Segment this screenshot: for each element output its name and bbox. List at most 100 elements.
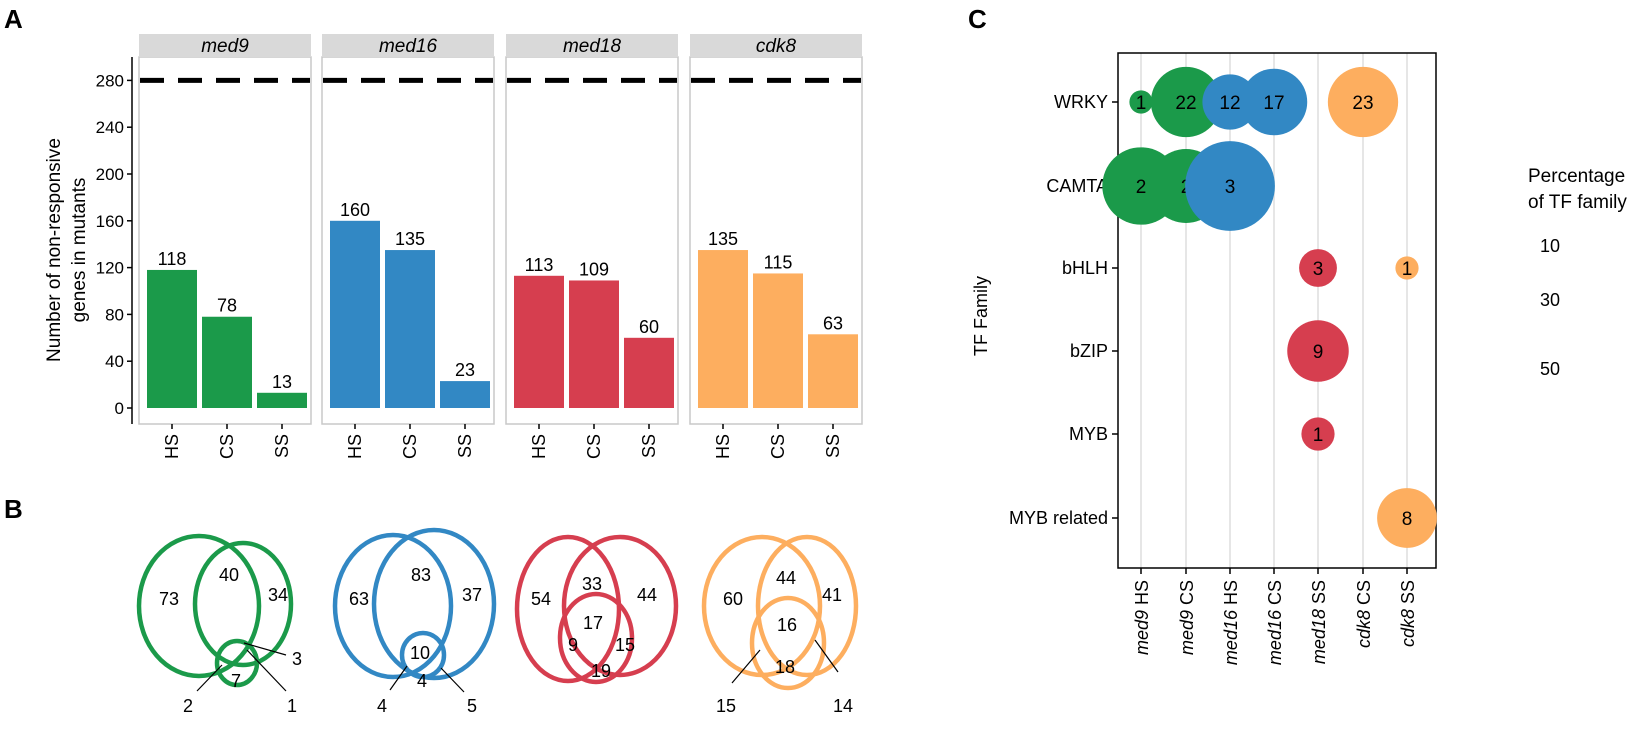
bubble-chart-panel: TF Family Percentage of TF family WRKY CA… xyxy=(971,52,1627,665)
venn-region-count: 1 xyxy=(287,696,297,716)
bubble-count-label: 17 xyxy=(1263,93,1284,114)
bar-value-label: 23 xyxy=(455,360,475,380)
venn-region-count: 4 xyxy=(377,696,387,716)
venn-set-outline xyxy=(514,534,622,684)
y-tick-label-tf-family: MYB xyxy=(1069,424,1108,444)
x-tick-label: med18 SS xyxy=(1309,580,1329,664)
x-tick-label-stress: SS xyxy=(1398,580,1418,609)
bar-med9-SS xyxy=(257,392,307,408)
x-tick-label-mutant: med9 xyxy=(1132,610,1152,655)
bar-value-label: 60 xyxy=(639,317,659,337)
bubble-count-label: 3 xyxy=(1313,259,1324,280)
x-tick-label: SS xyxy=(272,434,292,458)
y-tick-label: 120 xyxy=(96,259,124,278)
venn-set-outline xyxy=(755,534,859,678)
venn-set-outline xyxy=(371,527,497,681)
facet-strip xyxy=(690,34,862,57)
bubble-count-label: 8 xyxy=(1402,509,1413,530)
venn-leader-line xyxy=(440,667,465,693)
bar-cdk8-CS xyxy=(753,273,803,408)
bubble-MYB-med18-SS xyxy=(1301,417,1335,451)
venn-set-outline xyxy=(701,534,823,678)
x-tick-label: cdk8 SS xyxy=(1398,580,1418,647)
venn-region-count: 37 xyxy=(462,585,482,605)
x-tick-label-mutant: med18 xyxy=(1309,609,1329,664)
bubble-count-label: 23 xyxy=(1352,93,1373,114)
x-tick-label-stress: CS xyxy=(1265,580,1285,610)
x-tick-label: CS xyxy=(400,434,420,459)
bar-med16-SS xyxy=(440,381,490,408)
venn-region-count: 9 xyxy=(568,635,578,655)
x-tick-label-mutant: cdk8 xyxy=(1354,610,1374,648)
bubble-bHLH-cdk8-SS xyxy=(1395,256,1419,280)
legend-size-label: 30 xyxy=(1540,290,1560,310)
x-tick-label: med16 HS xyxy=(1221,580,1241,665)
venn-region-count: 54 xyxy=(531,589,551,609)
y-tick-label-tf-family: bZIP xyxy=(1070,341,1108,361)
venn-region-count: 15 xyxy=(716,696,736,716)
venn-region-count: 7 xyxy=(231,671,241,691)
legend-title-line1: Percentage xyxy=(1528,166,1625,187)
y-tick-label: 40 xyxy=(105,352,124,371)
venn-region-count: 16 xyxy=(777,615,797,635)
venn-region-count: 15 xyxy=(615,635,635,655)
bubble-count-label: 22 xyxy=(1175,93,1196,114)
facet-strip xyxy=(139,34,311,57)
venn-region-count: 60 xyxy=(723,589,743,609)
bar-med9-CS xyxy=(202,316,252,408)
bar-value-label: 115 xyxy=(764,252,793,272)
venn-region-count: 19 xyxy=(591,661,611,681)
y-axis-title-line2: genes in mutants xyxy=(69,178,90,323)
x-tick-label-stress: HS xyxy=(1221,580,1241,610)
venn-region-count: 44 xyxy=(637,585,657,605)
bar-value-label: 135 xyxy=(395,229,425,249)
plot-frame xyxy=(1117,52,1437,569)
bar-med16-HS xyxy=(330,220,380,408)
y-axis-title: TF Family xyxy=(971,276,991,356)
y-tick-label-tf-family: WRKY xyxy=(1054,92,1108,112)
venn-set-outline xyxy=(192,540,294,668)
venn-region-count: 41 xyxy=(822,585,842,605)
bar-chart-panel: Number of non-responsive genes in mutant… xyxy=(44,34,863,459)
bar-med18-HS xyxy=(514,275,564,408)
x-tick-label: cdk8 CS xyxy=(1354,580,1374,648)
bubble-WRKY-med9-HS xyxy=(1129,90,1153,114)
venn-region-count: 44 xyxy=(776,568,796,588)
venn-set-outline xyxy=(136,533,262,679)
y-tick-label-tf-family: CAMTA xyxy=(1046,176,1108,196)
y-tick-label: 200 xyxy=(96,165,124,184)
bubble-count-label: 2 xyxy=(1136,177,1147,198)
venn-set-outline xyxy=(749,595,827,691)
venn-leader-line xyxy=(246,649,287,692)
x-tick-label-stress: HS xyxy=(1132,580,1152,610)
legend-title-line2: of TF family xyxy=(1528,192,1627,213)
bar-med18-CS xyxy=(569,280,619,408)
bubble-count-label: 12 xyxy=(1219,93,1240,114)
panel-label-a: A xyxy=(4,4,23,34)
bubble-count-label: 1 xyxy=(1402,259,1413,280)
bar-med18-SS xyxy=(624,337,674,408)
x-tick-label: SS xyxy=(639,434,659,458)
x-tick-label-mutant: med9 xyxy=(1177,610,1197,655)
venn-region-count: 4 xyxy=(417,671,427,691)
x-tick-label-mutant: med16 xyxy=(1265,609,1285,665)
venn-region-count: 3 xyxy=(292,649,302,669)
venn-leader-line xyxy=(731,649,761,684)
x-tick-label: HS xyxy=(529,434,549,459)
x-tick-label: HS xyxy=(162,434,182,459)
x-tick-label-stress: CS xyxy=(1354,580,1374,610)
facet-strip-label: med18 xyxy=(563,36,622,57)
bubble-bHLH-med18-SS xyxy=(1299,249,1337,287)
bar-med16-CS xyxy=(385,250,435,408)
x-tick-label: med9 CS xyxy=(1177,580,1197,655)
x-tick-label-mutant: cdk8 xyxy=(1398,609,1418,647)
panel-label-b: B xyxy=(4,494,23,524)
x-tick-label-stress: SS xyxy=(1309,580,1329,609)
y-tick-label: 80 xyxy=(105,305,124,324)
venn-leader-line xyxy=(243,642,287,656)
x-tick-label: HS xyxy=(345,434,365,459)
venn-region-count: 34 xyxy=(268,585,288,605)
y-tick-label: 280 xyxy=(96,71,124,90)
